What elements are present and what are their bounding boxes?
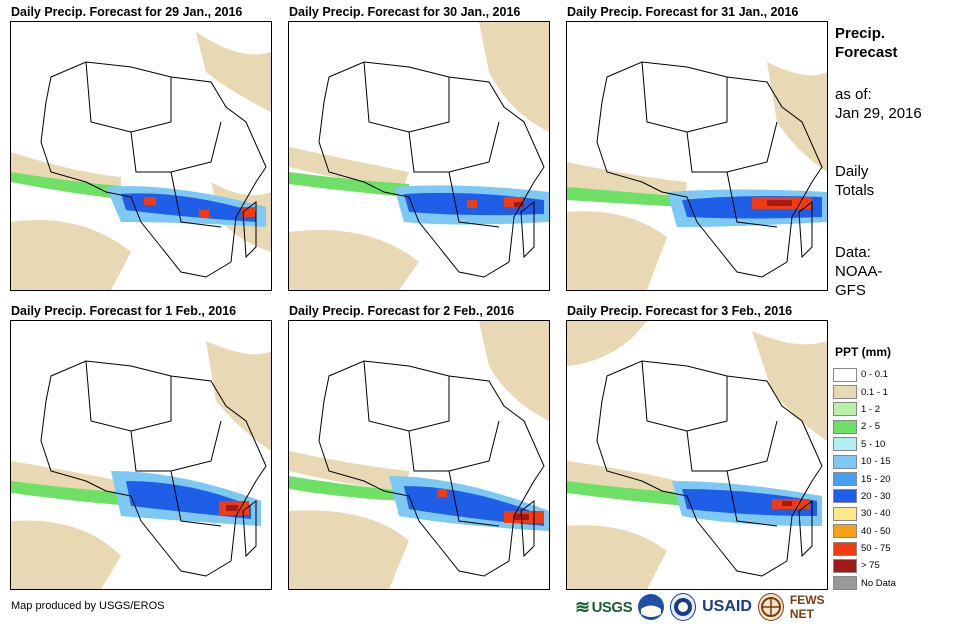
legend-row: 2 - 5 xyxy=(833,418,953,435)
precip-overlay xyxy=(289,22,549,290)
legend-swatch xyxy=(833,419,857,434)
legend-label: 50 - 75 xyxy=(861,543,891,555)
legend-swatch xyxy=(833,576,857,591)
map-panel-1 xyxy=(10,21,272,291)
legend-row: No Data xyxy=(833,575,953,592)
legend-label: > 75 xyxy=(861,560,880,572)
panel-title-3: Daily Precip. Forecast for 31 Jan., 2016 xyxy=(567,5,799,19)
legend-row: 40 - 50 xyxy=(833,523,953,540)
legend-row: 30 - 40 xyxy=(833,505,953,522)
partner-logos: ≋ USGS USAID FEWS NET xyxy=(575,592,825,622)
panel-title-2: Daily Precip. Forecast for 30 Jan., 2016 xyxy=(289,5,521,19)
panel-title-1: Daily Precip. Forecast for 29 Jan., 2016 xyxy=(11,5,243,19)
legend-row: 0.1 - 1 xyxy=(833,383,953,400)
noaa-logo-icon xyxy=(638,594,665,620)
map-panel-6 xyxy=(566,320,828,590)
panel-title-5: Daily Precip. Forecast for 2 Feb., 2016 xyxy=(289,304,515,318)
africa-outline xyxy=(40,61,267,278)
fews-globe-icon xyxy=(757,593,784,621)
africa-outline xyxy=(40,360,267,577)
africa-outline xyxy=(596,61,823,278)
map-panel-2 xyxy=(288,21,550,291)
legend-label: No Data xyxy=(861,577,896,589)
panel-title-4: Daily Precip. Forecast for 1 Feb., 2016 xyxy=(11,304,237,318)
panel-title-6: Daily Precip. Forecast for 3 Feb., 2016 xyxy=(567,304,793,318)
map-panel-5 xyxy=(288,320,550,590)
asof-date: Jan 29, 2016 xyxy=(835,105,922,122)
asof-label: as of: xyxy=(835,86,872,103)
data-line-1: Data: xyxy=(835,244,871,261)
legend-swatch xyxy=(833,402,857,417)
africa-outline xyxy=(318,360,545,577)
usgs-logo-text: USGS xyxy=(591,598,633,616)
map-panel-4 xyxy=(10,320,272,590)
legend-swatch xyxy=(833,454,857,469)
legend-swatch xyxy=(833,367,857,382)
legend-swatch xyxy=(833,385,857,400)
legend-label: 0 - 0.1 xyxy=(861,369,888,381)
usaid-logo-text: USAID xyxy=(702,598,752,615)
precip-overlay xyxy=(289,321,549,589)
africa-outline xyxy=(318,61,545,278)
legend-label: 40 - 50 xyxy=(861,525,891,537)
legend-row: 50 - 75 xyxy=(833,540,953,557)
legend-label: 5 - 10 xyxy=(861,438,886,450)
legend-label: 15 - 20 xyxy=(861,473,891,485)
legend-swatch xyxy=(833,489,857,504)
legend-swatch xyxy=(833,524,857,539)
legend-row: > 75 xyxy=(833,557,953,574)
legend-label: 1 - 2 xyxy=(861,403,881,415)
legend-label: 20 - 30 xyxy=(861,490,891,502)
precip-overlay xyxy=(11,32,271,290)
usgs-logo: ≋ USGS xyxy=(575,596,633,617)
map-panel-3 xyxy=(566,21,828,291)
totals-line-1: Daily xyxy=(835,163,869,180)
legend-row: 0 - 0.1 xyxy=(833,366,953,383)
side-title-line-1: Precip. xyxy=(835,25,886,42)
legend-swatch xyxy=(833,558,857,573)
precip-overlay xyxy=(567,321,827,589)
africa-outline xyxy=(596,360,823,577)
legend-swatch xyxy=(833,541,857,556)
legend-label: 2 - 5 xyxy=(861,421,881,433)
legend-label: 0.1 - 1 xyxy=(861,386,888,398)
map-credit: Map produced by USGS/EROS xyxy=(11,600,165,612)
legend-row: 20 - 30 xyxy=(833,488,953,505)
legend-row: 1 - 2 xyxy=(833,401,953,418)
side-title-line-2: Forecast xyxy=(835,44,898,61)
legend-row: 15 - 20 xyxy=(833,470,953,487)
precip-overlay xyxy=(567,62,827,290)
fews-net-logo-text: FEWS NET xyxy=(789,593,825,621)
legend-label: 10 - 15 xyxy=(861,456,891,468)
legend-swatch xyxy=(833,472,857,487)
data-line-2: NOAA- xyxy=(835,263,883,280)
totals-line-2: Totals xyxy=(835,182,875,199)
usaid-seal-icon xyxy=(670,593,697,621)
legend-swatch xyxy=(833,437,857,452)
legend-row: 10 - 15 xyxy=(833,453,953,470)
precip-overlay xyxy=(11,341,271,589)
legend-swatch xyxy=(833,506,857,521)
legend-title: PPT (mm) xyxy=(835,345,892,359)
legend-label: 30 - 40 xyxy=(861,508,891,520)
legend-row: 5 - 10 xyxy=(833,436,953,453)
data-line-3: GFS xyxy=(835,282,866,299)
legend: 0 - 0.1 0.1 - 1 1 - 2 2 - 5 5 - 10 10 - … xyxy=(833,366,953,592)
